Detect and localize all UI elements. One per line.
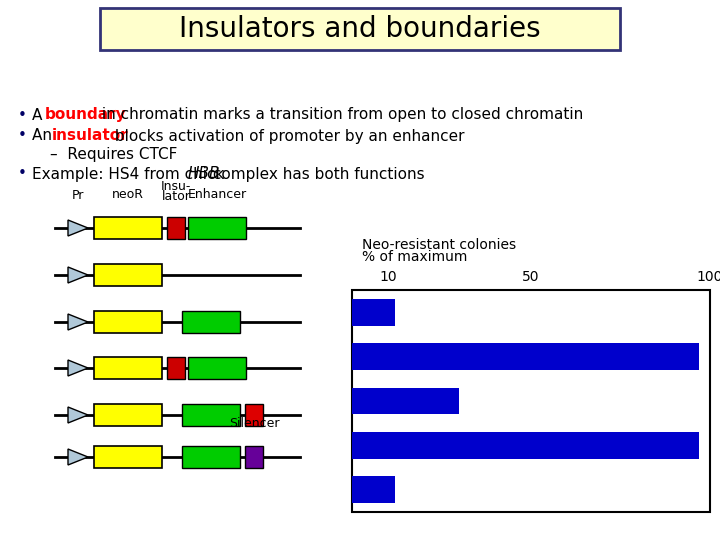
Bar [94,217,162,239]
Bar [352,299,395,326]
Text: Enhancer: Enhancer [187,188,246,201]
Bar [94,446,162,468]
Text: A: A [32,107,48,123]
Text: Silencer: Silencer [229,417,279,430]
Polygon shape [68,314,88,330]
Text: HBB: HBB [188,166,220,181]
Bar [245,446,263,468]
Polygon shape [68,267,88,283]
Bar [188,357,246,379]
Bar [167,217,185,239]
Text: complex has both functions: complex has both functions [207,166,424,181]
Text: 100: 100 [697,270,720,284]
Text: boundary: boundary [45,107,127,123]
Text: in chromatin marks a transition from open to closed chromatin: in chromatin marks a transition from ope… [97,107,583,123]
Text: Neo-resistant colonies: Neo-resistant colonies [362,238,516,252]
Bar [188,217,246,239]
Bar [94,264,162,286]
Polygon shape [68,220,88,236]
Text: An: An [32,129,57,144]
Text: Insu-: Insu- [161,180,192,193]
Polygon shape [68,407,88,423]
Polygon shape [68,360,88,376]
Text: 50: 50 [522,270,540,284]
Bar [182,404,240,426]
Bar [167,357,185,379]
Text: –  Requires CTCF: – Requires CTCF [50,147,177,163]
Text: •: • [18,129,27,144]
Bar [94,357,162,379]
Text: 10: 10 [379,270,397,284]
Bar [352,343,699,370]
Text: Example: HS4 from chick: Example: HS4 from chick [32,166,229,181]
Bar [352,290,710,512]
Bar [182,311,240,333]
Bar [94,311,162,333]
Text: % of maximum: % of maximum [362,250,467,264]
Text: blocks activation of promoter by an enhancer: blocks activation of promoter by an enha… [110,129,464,144]
Text: lator: lator [161,190,190,203]
Text: neoR: neoR [112,188,144,201]
Text: •: • [18,166,27,181]
Bar [352,476,395,503]
Bar [352,388,459,414]
Bar [245,404,263,426]
Bar [94,404,162,426]
Bar [182,446,240,468]
Text: Pr: Pr [72,189,84,202]
Text: Insulators and boundaries: Insulators and boundaries [179,15,541,43]
FancyBboxPatch shape [100,8,620,50]
Text: insulator: insulator [52,129,128,144]
Bar [352,432,699,458]
Text: •: • [18,107,27,123]
Polygon shape [68,449,88,465]
